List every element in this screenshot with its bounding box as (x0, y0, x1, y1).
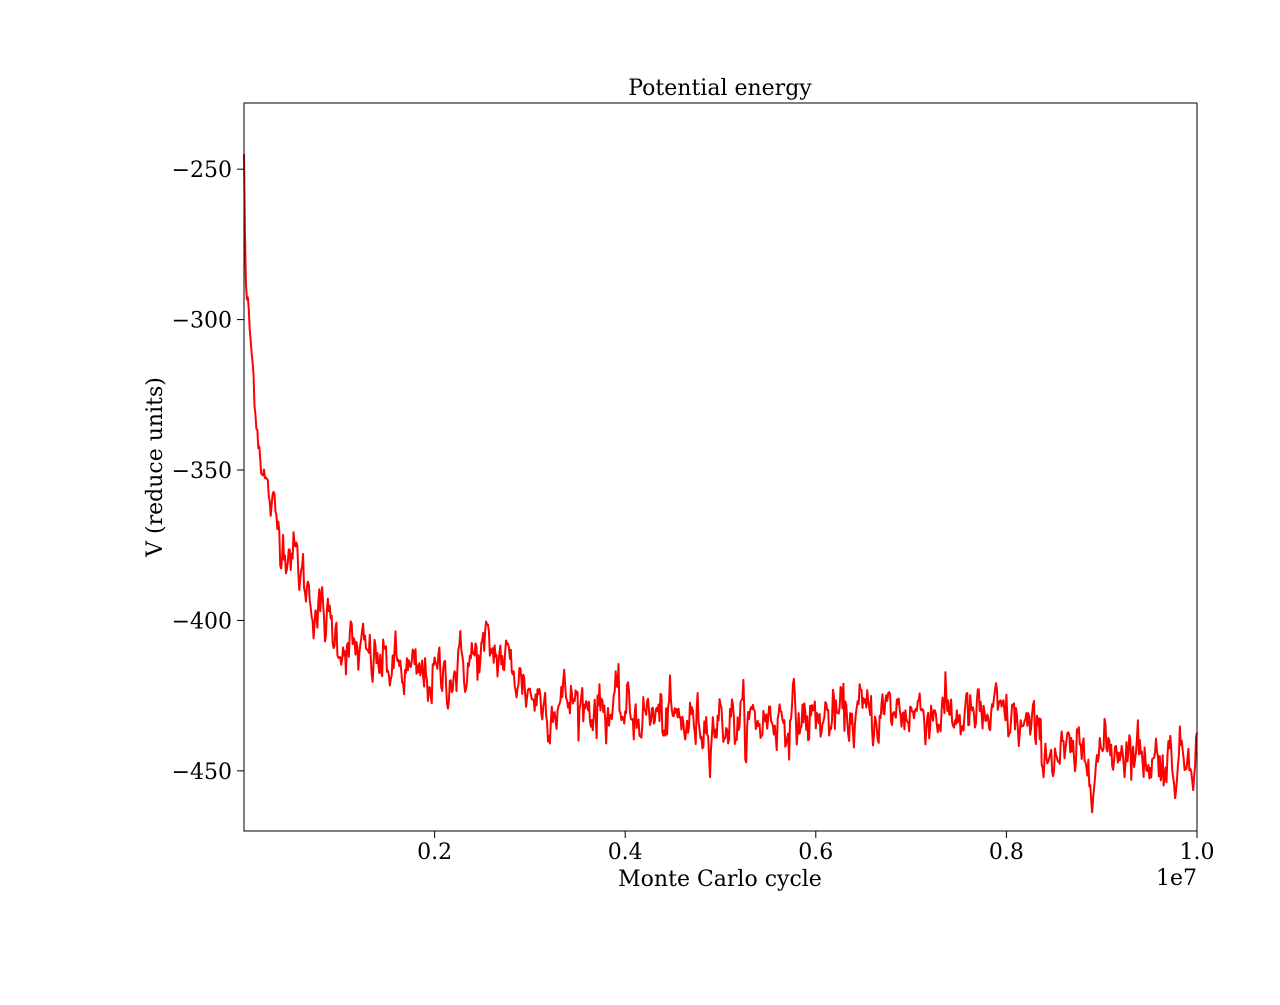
y-tick-label: −450 (172, 760, 232, 785)
x-tick-label: 0.4 (608, 840, 643, 865)
y-tick-label: −350 (172, 459, 232, 484)
x-tick-label: 0.8 (989, 840, 1024, 865)
x-axis-ticks: 0.2 0.4 0.6 0.8 1.0 (417, 831, 1215, 865)
plot-area (243, 154, 1198, 814)
y-tick-label: −250 (172, 158, 232, 183)
y-axis-label: V (reduce units) (143, 377, 168, 558)
chart-title: Potential energy (628, 76, 812, 101)
y-tick-label: −400 (172, 609, 232, 634)
y-tick-label: −300 (172, 309, 232, 334)
x-tick-label: 0.6 (798, 840, 833, 865)
x-tick-label: 0.2 (417, 840, 452, 865)
series-line (243, 154, 1198, 814)
x-axis-label: Monte Carlo cycle (618, 867, 822, 892)
y-axis-ticks: −250 −300 −350 −400 −450 (172, 158, 244, 785)
x-axis-offset-label: 1e7 (1156, 866, 1197, 891)
x-tick-label: 1.0 (1180, 840, 1215, 865)
axes-frame (243, 102, 1198, 832)
